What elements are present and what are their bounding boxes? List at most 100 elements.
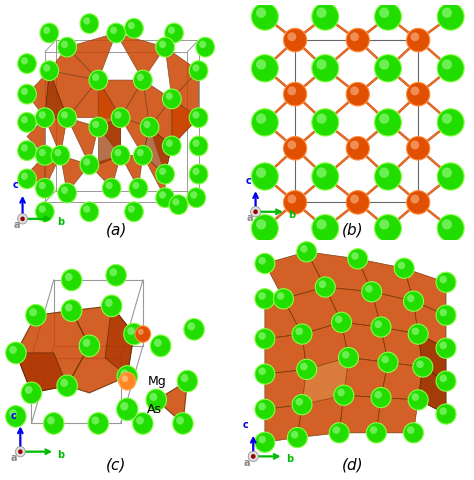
Polygon shape	[143, 156, 165, 198]
Circle shape	[44, 413, 64, 434]
Circle shape	[92, 73, 99, 81]
Circle shape	[40, 61, 59, 81]
Circle shape	[379, 113, 389, 124]
Text: a: a	[244, 458, 250, 468]
Circle shape	[295, 398, 303, 406]
Circle shape	[338, 348, 358, 368]
Circle shape	[379, 219, 389, 229]
Polygon shape	[165, 47, 199, 99]
Polygon shape	[27, 156, 45, 188]
Polygon shape	[339, 395, 381, 433]
Circle shape	[80, 202, 99, 222]
Polygon shape	[172, 71, 199, 118]
Circle shape	[436, 272, 456, 292]
Circle shape	[110, 26, 117, 34]
Circle shape	[297, 359, 317, 380]
Circle shape	[416, 360, 424, 368]
Circle shape	[61, 186, 68, 194]
Circle shape	[128, 205, 135, 213]
Circle shape	[258, 292, 266, 300]
Circle shape	[18, 54, 36, 73]
Polygon shape	[172, 99, 199, 146]
Circle shape	[442, 219, 452, 229]
Circle shape	[329, 423, 349, 443]
Circle shape	[437, 109, 464, 136]
Circle shape	[156, 164, 174, 184]
Circle shape	[18, 112, 36, 132]
Circle shape	[107, 23, 126, 43]
Polygon shape	[45, 156, 60, 188]
Text: c: c	[243, 420, 248, 430]
Circle shape	[437, 163, 464, 190]
Circle shape	[18, 84, 36, 104]
Circle shape	[439, 341, 447, 349]
Polygon shape	[45, 71, 67, 118]
Circle shape	[437, 55, 464, 82]
Text: c: c	[10, 411, 16, 421]
Circle shape	[250, 206, 261, 217]
Circle shape	[439, 276, 447, 283]
Circle shape	[21, 57, 28, 65]
Circle shape	[163, 89, 181, 109]
Circle shape	[189, 136, 208, 156]
Circle shape	[61, 269, 82, 291]
Circle shape	[346, 83, 369, 106]
Circle shape	[58, 37, 76, 57]
Circle shape	[114, 149, 121, 156]
Circle shape	[80, 155, 99, 175]
Circle shape	[255, 329, 275, 349]
Circle shape	[407, 294, 415, 302]
Circle shape	[6, 342, 26, 364]
Circle shape	[181, 374, 189, 382]
Circle shape	[111, 145, 130, 165]
Polygon shape	[98, 118, 120, 165]
Circle shape	[379, 168, 389, 178]
Circle shape	[105, 299, 113, 307]
Circle shape	[287, 428, 307, 448]
Circle shape	[150, 335, 171, 357]
Circle shape	[106, 264, 127, 286]
Circle shape	[408, 324, 428, 344]
Circle shape	[251, 55, 278, 82]
Circle shape	[292, 395, 312, 415]
Circle shape	[189, 164, 208, 184]
Circle shape	[283, 136, 307, 160]
Polygon shape	[67, 306, 134, 393]
Circle shape	[199, 41, 206, 48]
Circle shape	[346, 191, 369, 214]
Circle shape	[256, 8, 266, 18]
Circle shape	[189, 61, 208, 81]
Circle shape	[436, 404, 456, 424]
Circle shape	[134, 70, 152, 90]
Circle shape	[350, 194, 359, 204]
Circle shape	[439, 408, 447, 415]
Circle shape	[137, 73, 144, 81]
Polygon shape	[418, 334, 446, 381]
Circle shape	[378, 352, 398, 372]
Circle shape	[258, 367, 266, 375]
Circle shape	[283, 191, 307, 214]
Circle shape	[350, 141, 359, 149]
Circle shape	[291, 431, 299, 439]
Circle shape	[413, 357, 433, 377]
Polygon shape	[49, 71, 98, 118]
Circle shape	[189, 108, 208, 128]
Circle shape	[83, 158, 91, 166]
Polygon shape	[265, 405, 302, 442]
Text: c: c	[12, 180, 18, 190]
Circle shape	[346, 136, 369, 160]
Circle shape	[136, 416, 144, 424]
Circle shape	[127, 327, 135, 335]
Polygon shape	[302, 358, 348, 405]
Circle shape	[256, 113, 266, 124]
Circle shape	[394, 258, 414, 278]
Circle shape	[407, 83, 430, 106]
Circle shape	[36, 108, 54, 128]
Circle shape	[165, 92, 173, 100]
Circle shape	[374, 391, 382, 398]
Circle shape	[159, 41, 166, 48]
Circle shape	[58, 183, 76, 203]
Circle shape	[106, 182, 113, 189]
Circle shape	[92, 120, 99, 128]
Circle shape	[39, 182, 46, 189]
